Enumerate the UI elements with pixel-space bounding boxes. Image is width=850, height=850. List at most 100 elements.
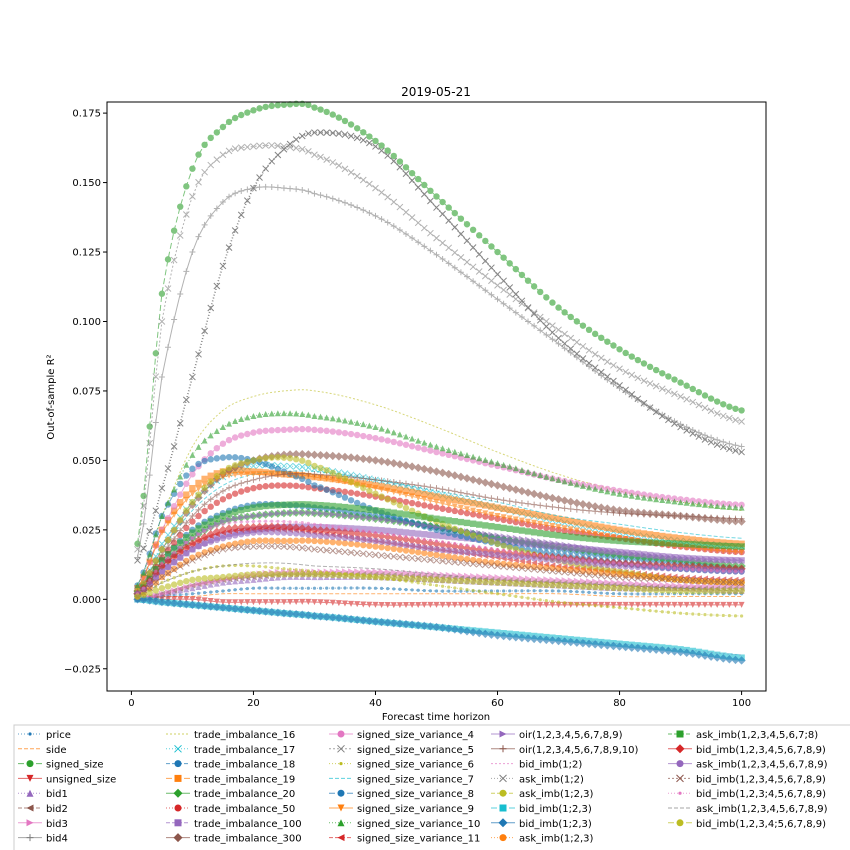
series-point: [652, 575, 660, 583]
series-point: [624, 606, 628, 610]
series-point: [427, 229, 434, 237]
series-point: [378, 189, 385, 196]
series-point: [598, 569, 605, 576]
series-point: [725, 655, 734, 664]
series-point: [590, 640, 600, 649]
series-point: [226, 193, 233, 200]
series-point: [573, 544, 581, 552]
series-point: [184, 592, 188, 596]
series-point: [536, 316, 544, 324]
series-point: [518, 314, 525, 321]
series-point: [413, 463, 423, 473]
series-point: [634, 493, 641, 500]
series-point: [396, 602, 403, 609]
series-point: [579, 358, 586, 365]
series-point: [213, 129, 221, 136]
series-point: [335, 600, 342, 607]
series-point: [244, 478, 251, 485]
series-point: [646, 363, 654, 371]
series-point: [488, 291, 495, 298]
series-point: [494, 496, 501, 503]
series-point: [476, 550, 483, 557]
series-point: [555, 524, 562, 531]
series-point: [543, 539, 550, 546]
series-point: [207, 496, 214, 503]
series-point: [245, 520, 249, 524]
series-point: [299, 530, 306, 538]
series-point: [537, 502, 544, 509]
series-point: [633, 643, 643, 653]
series-point: [415, 494, 422, 501]
series-point: [598, 523, 605, 530]
series-point: [170, 443, 178, 450]
series-point: [476, 534, 483, 541]
series-point: [274, 426, 282, 434]
series-point: [273, 608, 283, 617]
series-point: [445, 487, 452, 494]
series-point: [421, 549, 428, 557]
series-point: [207, 450, 214, 457]
series-point: [165, 344, 172, 351]
series-point: [689, 601, 696, 608]
series-point: [261, 522, 270, 531]
series-point: [408, 575, 416, 582]
series-point: [396, 440, 404, 447]
series-point: [677, 379, 684, 386]
series-point: [652, 408, 660, 416]
series-point: [219, 599, 226, 606]
series-point: [335, 416, 342, 423]
series-point: [505, 632, 514, 641]
series-point: [561, 543, 568, 551]
series-point: [622, 368, 630, 376]
series-point: [233, 520, 237, 524]
series-point: [340, 614, 350, 623]
series-point: [274, 501, 282, 509]
series-point: [525, 500, 532, 507]
series-point: [617, 592, 622, 596]
series-point: [610, 579, 617, 586]
series-point: [671, 390, 678, 398]
series-point: [402, 491, 409, 498]
series-point: [395, 534, 405, 543]
series-point: [335, 477, 342, 484]
series-point: [196, 532, 201, 537]
series-point: [531, 537, 538, 544]
series-point: [671, 540, 678, 547]
series-point: [579, 583, 587, 590]
series-point: [581, 558, 585, 562]
series-point: [463, 519, 471, 527]
series-point: [299, 537, 306, 544]
series-point: [482, 558, 489, 565]
series-point: [445, 447, 452, 454]
series-point: [610, 601, 617, 608]
series-point: [634, 395, 642, 403]
series-point: [378, 477, 385, 484]
series-point: [561, 330, 568, 338]
series-point: [531, 601, 538, 608]
series-point: [392, 533, 396, 537]
series-point: [312, 522, 317, 526]
series-point: [402, 487, 410, 494]
series-point: [556, 589, 561, 593]
series-point: [511, 485, 521, 494]
series-point: [305, 411, 312, 418]
series-point: [164, 536, 172, 544]
series-point: [262, 142, 270, 149]
series-point: [386, 587, 390, 591]
series-point: [733, 614, 738, 618]
series-point: [164, 563, 172, 571]
series-point: [439, 210, 446, 218]
legend-marker: [173, 788, 183, 798]
series-point: [390, 509, 397, 516]
series-point: [189, 465, 196, 472]
series-point: [548, 493, 557, 503]
series-point: [189, 498, 196, 506]
series-point: [322, 526, 331, 535]
series-point: [329, 469, 336, 477]
series-point: [232, 599, 239, 606]
series-point: [329, 159, 337, 166]
series-point: [573, 569, 581, 577]
series-point: [177, 480, 184, 488]
series-point: [451, 503, 458, 510]
series-point: [636, 607, 640, 612]
